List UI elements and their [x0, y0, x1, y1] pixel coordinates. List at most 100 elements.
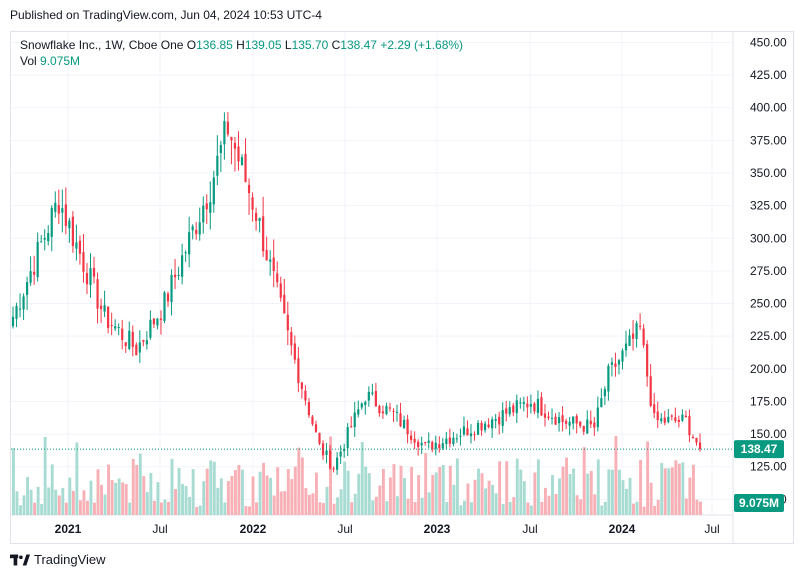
y-tick-label: 400.00 [750, 101, 787, 115]
candle-body [195, 229, 198, 235]
candle-body [159, 318, 163, 321]
volume-bar [290, 479, 294, 515]
volume-bar [128, 502, 132, 515]
volume-bar [71, 490, 75, 515]
candle-body [138, 342, 141, 353]
candle-body [406, 419, 409, 435]
tradingview-footer[interactable]: TradingView [10, 552, 106, 567]
volume-bar [142, 476, 146, 515]
candle-body [452, 437, 455, 444]
volume-bar [230, 475, 234, 515]
candle-body [135, 344, 138, 356]
candle-body [184, 252, 187, 254]
candle-body [698, 442, 702, 450]
candle-body [617, 360, 621, 365]
candle-body [269, 259, 272, 262]
candle-body [343, 448, 346, 452]
candle-body [247, 184, 251, 194]
candle-body [110, 325, 113, 327]
chart-legend: Snowflake Inc., 1W, Cboe One O136.85 H13… [20, 37, 463, 69]
volume-bar [29, 489, 33, 515]
candle-body [473, 434, 476, 436]
volume-bar [392, 464, 396, 515]
candle-body [653, 404, 656, 414]
candle-body [434, 442, 437, 449]
volume-bar [300, 457, 304, 515]
candle-body [276, 273, 279, 283]
volume-bar [677, 463, 681, 515]
candle-body [402, 419, 406, 428]
volume-bar [205, 468, 209, 515]
candle-body [635, 323, 638, 339]
volume-bar [191, 469, 195, 515]
candle-body [378, 405, 381, 414]
candle-body [68, 220, 71, 229]
candle-body [283, 294, 286, 314]
candle-body [586, 419, 589, 434]
volume-bar [396, 496, 399, 515]
candle-body [279, 283, 282, 298]
volume-bar [212, 461, 216, 515]
volume-bar [68, 477, 72, 515]
close-value: 138.47 [340, 38, 377, 52]
volume-bar [565, 457, 569, 515]
candle-body [117, 326, 120, 328]
volume-bar [381, 468, 385, 515]
volume-bar [177, 467, 181, 515]
candle-body [325, 450, 328, 455]
candle-body [11, 316, 15, 327]
candle-body [529, 403, 532, 407]
candle-body [40, 241, 43, 243]
chart-frame[interactable] [10, 31, 794, 544]
candle-body [328, 450, 332, 469]
volume-bar [399, 465, 403, 515]
volume-bar [681, 462, 685, 515]
volume-bar [410, 466, 414, 515]
candle-body [483, 423, 487, 431]
volume-bar [667, 468, 671, 515]
candle-body [149, 319, 152, 338]
volume-bar [195, 506, 199, 515]
close-label: C [331, 38, 341, 52]
volume-bar [484, 488, 488, 515]
candle-body [230, 136, 233, 141]
volume-bar [364, 466, 368, 515]
volume-bar [417, 475, 421, 515]
volume-bar [47, 487, 51, 515]
volume-bar [149, 472, 153, 515]
volume-bar [522, 481, 526, 515]
volume-bar [167, 501, 170, 515]
candle-body [75, 242, 78, 249]
open-value: 136.85 [196, 38, 233, 52]
volume-bar [448, 465, 452, 515]
candle-body [491, 419, 494, 429]
x-tick-label: 2021 [55, 522, 82, 536]
candle-body [297, 358, 300, 383]
volume-bar [184, 486, 188, 515]
candle-body [589, 420, 592, 425]
candle-body [128, 330, 131, 349]
candle-body [177, 275, 180, 277]
candle-body [371, 392, 374, 394]
candle-body [131, 331, 134, 347]
volume-bar [579, 499, 583, 515]
candle-body [441, 443, 444, 449]
candle-body [603, 389, 606, 397]
candle-body [628, 335, 631, 346]
volume-bar [322, 503, 325, 515]
candle-body [639, 325, 642, 327]
volume-bar [297, 447, 301, 515]
volume-bar [477, 468, 480, 515]
volume-bar [103, 494, 107, 515]
volume-bar [568, 474, 572, 515]
candle-body [646, 344, 649, 377]
candle-body [691, 436, 695, 438]
volume-bar [36, 486, 40, 515]
candle-body [50, 207, 53, 237]
candle-body [272, 257, 275, 272]
candle-body [515, 400, 518, 414]
volume-bar [536, 459, 540, 515]
volume-bar [12, 448, 15, 515]
x-tick-label: 2024 [609, 522, 636, 536]
